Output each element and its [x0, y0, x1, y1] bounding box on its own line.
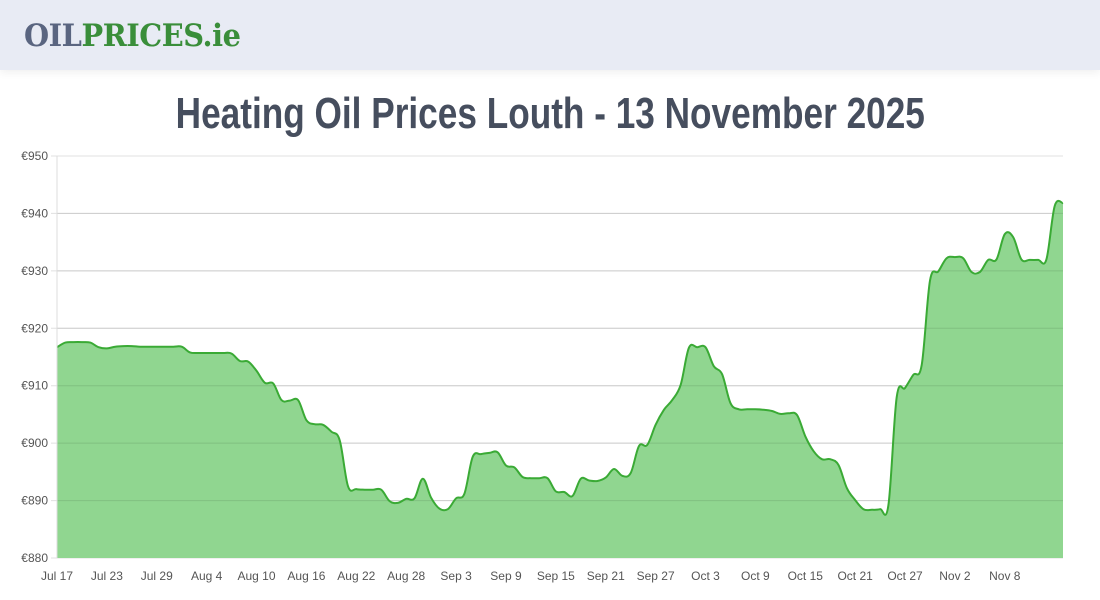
y-tick-label: €910	[21, 379, 48, 393]
x-tick-label: Sep 21	[587, 569, 625, 583]
page-title-text: Heating Oil Prices Louth - 13 November 2…	[175, 89, 925, 138]
x-tick-label: Oct 27	[887, 569, 923, 583]
y-tick-label: €880	[21, 551, 48, 565]
x-tick-label: Sep 15	[537, 569, 575, 583]
x-tick-label: Sep 27	[637, 569, 675, 583]
x-tick-label: Oct 9	[741, 569, 770, 583]
logo-text-oil: OIL	[24, 18, 82, 54]
price-chart[interactable]: €880 €890 €900 €910 €920 €930 €940 €950 Jul 17 J…	[0, 140, 1100, 600]
x-tick-label: Jul 17	[41, 569, 73, 583]
price-chart-svg: €880€890€900€910€920€930€940€950 Jul 17 J…	[21, 149, 1064, 583]
price-area-fill	[57, 200, 1063, 559]
page-title: Heating Oil Prices Louth - 13 November 2…	[0, 86, 1100, 142]
x-tick-label: Sep 3	[440, 569, 472, 583]
x-tick-label: Oct 15	[788, 569, 824, 583]
x-tick-label: Aug 28	[387, 569, 425, 583]
x-tick-label: Aug 16	[287, 569, 325, 583]
x-tick-label: Jul 23	[91, 569, 123, 583]
site-header: OILPRICES.ie	[0, 0, 1100, 70]
x-tick-label: Oct 21	[837, 569, 873, 583]
y-tick-label: €890	[21, 494, 48, 508]
logo-text-prices: PRICES.ie	[81, 18, 241, 54]
y-tick-label: €940	[21, 206, 48, 220]
x-tick-label: Aug 4	[191, 569, 223, 583]
x-tick-label: Nov 2	[939, 569, 971, 583]
y-tick-label: €930	[21, 264, 48, 278]
x-tick-label: Sep 9	[490, 569, 522, 583]
price-line	[56, 199, 1064, 516]
x-tick-label: Aug 10	[238, 569, 276, 583]
y-tick-label: €950	[21, 149, 48, 163]
y-tick-label: €920	[21, 321, 48, 335]
y-tick-label: €900	[21, 436, 48, 450]
x-tick-label: Jul 29	[141, 569, 173, 583]
site-logo-link[interactable]: OILPRICES.ie	[24, 18, 241, 54]
x-tick-label: Aug 22	[337, 569, 375, 583]
x-tick-label: Oct 3	[691, 569, 720, 583]
x-axis-labels: Jul 17 Jul 23 Jul 29 Aug 4 Aug 10 Aug 16 Aug 2…	[41, 569, 1021, 583]
y-axis-labels: €880 €890 €900 €910 €920 €930 €940 €950	[21, 149, 48, 565]
x-tick-label: Nov 8	[989, 569, 1021, 583]
